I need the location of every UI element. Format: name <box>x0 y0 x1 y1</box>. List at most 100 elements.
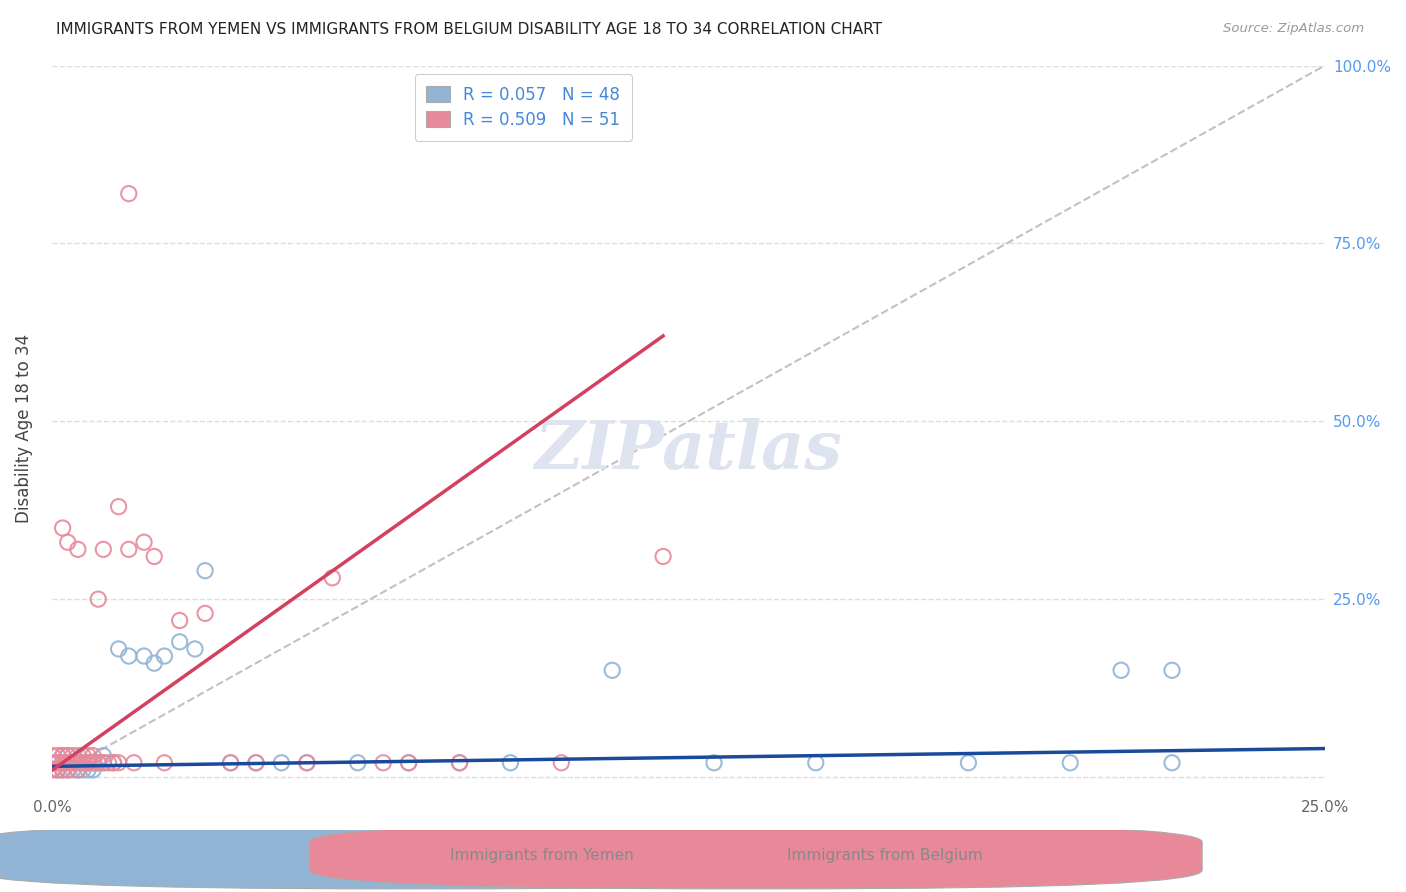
Point <box>169 635 191 649</box>
Point <box>398 756 420 770</box>
Point <box>41 763 63 777</box>
Point <box>87 756 110 770</box>
Point <box>398 756 420 770</box>
Point <box>46 763 69 777</box>
Point <box>169 614 191 628</box>
Y-axis label: Disability Age 18 to 34: Disability Age 18 to 34 <box>15 334 32 523</box>
Point <box>295 756 318 770</box>
Text: ZIPatlas: ZIPatlas <box>534 417 842 483</box>
Point <box>245 756 267 770</box>
Point <box>41 756 63 770</box>
Point <box>122 756 145 770</box>
Point <box>346 756 368 770</box>
Point <box>91 756 114 770</box>
FancyBboxPatch shape <box>0 823 865 888</box>
Point <box>957 756 980 770</box>
Point <box>245 756 267 770</box>
Point <box>46 756 69 770</box>
Point <box>91 542 114 557</box>
Point <box>52 748 75 763</box>
Point <box>550 756 572 770</box>
Point <box>72 756 94 770</box>
Point <box>52 756 75 770</box>
Point <box>295 756 318 770</box>
Point <box>82 756 104 770</box>
Point <box>449 756 471 770</box>
Point <box>41 748 63 763</box>
Point <box>373 756 395 770</box>
Point <box>66 756 89 770</box>
Point <box>46 748 69 763</box>
Point <box>107 642 129 657</box>
Legend: R = 0.057   N = 48, R = 0.509   N = 51: R = 0.057 N = 48, R = 0.509 N = 51 <box>415 74 631 141</box>
Point <box>77 756 100 770</box>
Point <box>72 763 94 777</box>
Point <box>66 748 89 763</box>
Point <box>103 756 125 770</box>
Point <box>321 571 343 585</box>
Point <box>62 748 84 763</box>
Point <box>56 763 79 777</box>
Point <box>194 564 217 578</box>
Point <box>1161 756 1184 770</box>
Point <box>153 648 176 663</box>
Point <box>56 535 79 549</box>
Text: Immigrants from Yemen: Immigrants from Yemen <box>450 848 634 863</box>
Point <box>66 763 89 777</box>
Point <box>1161 663 1184 677</box>
Point <box>153 756 176 770</box>
Point <box>118 186 141 201</box>
Point <box>1059 756 1081 770</box>
Point <box>72 748 94 763</box>
Point <box>804 756 827 770</box>
Point <box>91 756 114 770</box>
Point <box>103 756 125 770</box>
Point <box>41 756 63 770</box>
Point <box>46 763 69 777</box>
Point <box>56 748 79 763</box>
Point <box>82 748 104 763</box>
Point <box>66 756 89 770</box>
Point <box>56 756 79 770</box>
FancyBboxPatch shape <box>309 823 1202 888</box>
Point <box>87 756 110 770</box>
Point <box>56 756 79 770</box>
Point <box>77 748 100 763</box>
Point <box>1109 663 1132 677</box>
Point <box>143 656 166 670</box>
Point <box>219 756 242 770</box>
Point <box>52 748 75 763</box>
Point <box>52 763 75 777</box>
Point <box>118 542 141 557</box>
Point <box>91 748 114 763</box>
Point <box>62 763 84 777</box>
Point <box>77 756 100 770</box>
Point <box>52 521 75 535</box>
Point <box>77 756 100 770</box>
Point <box>107 756 129 770</box>
Point <box>600 663 623 677</box>
Point <box>77 763 100 777</box>
Point <box>52 756 75 770</box>
Point <box>118 648 141 663</box>
Point <box>87 592 110 607</box>
Point <box>66 763 89 777</box>
Point <box>82 763 104 777</box>
Text: Source: ZipAtlas.com: Source: ZipAtlas.com <box>1223 22 1364 36</box>
Point <box>219 756 242 770</box>
Point <box>184 642 207 657</box>
Point <box>62 756 84 770</box>
Point <box>66 542 89 557</box>
Text: IMMIGRANTS FROM YEMEN VS IMMIGRANTS FROM BELGIUM DISABILITY AGE 18 TO 34 CORRELA: IMMIGRANTS FROM YEMEN VS IMMIGRANTS FROM… <box>56 22 882 37</box>
Point <box>62 756 84 770</box>
Point <box>46 756 69 770</box>
Point <box>72 756 94 770</box>
Point <box>194 607 217 621</box>
Point <box>82 756 104 770</box>
Point <box>143 549 166 564</box>
Point <box>652 549 675 564</box>
Point <box>52 763 75 777</box>
Point <box>97 756 120 770</box>
Point <box>703 756 725 770</box>
Point <box>270 756 292 770</box>
